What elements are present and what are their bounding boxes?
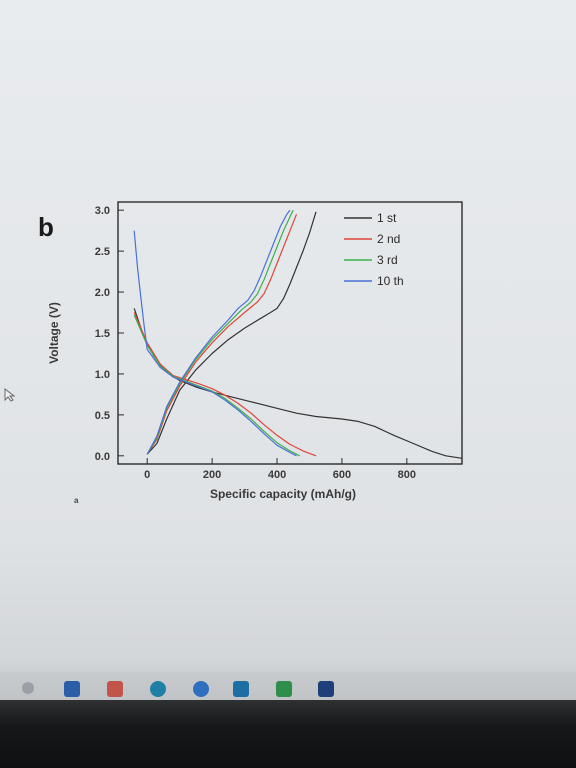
axis-ticks: 0 200 400 600 800 0.0 0.5 1.0 1.5 2.0 2.5 3.0 [95, 205, 416, 481]
series-4-charge-line [146, 209, 291, 455]
series-3-charge-line [146, 209, 294, 455]
mouse-pointer-icon [4, 388, 16, 402]
x-tick-label: 400 [268, 469, 286, 481]
series-1-charge-line [146, 211, 317, 455]
edge-icon[interactable] [193, 681, 209, 697]
series-3-discharge-line [133, 314, 300, 457]
y-axis-label: Voltage (V) [47, 302, 61, 364]
series-1-discharge-line [133, 308, 463, 459]
y-tick-label: 3.0 [95, 205, 110, 217]
browser-icon[interactable] [150, 681, 166, 697]
y-tick-label: 1.0 [95, 369, 110, 381]
legend-label: 10 th [377, 274, 404, 288]
y-tick-label: 2.5 [95, 246, 110, 258]
series-2-charge-line [146, 214, 298, 455]
y-tick-label: 0.5 [95, 410, 110, 422]
search-icon[interactable] [22, 682, 34, 694]
mail-icon[interactable] [107, 681, 123, 697]
y-tick-label: 1.5 [95, 328, 110, 340]
series-2-discharge-line [133, 312, 317, 457]
legend-label: 3 rd [377, 253, 398, 267]
x-tick-label: 0 [144, 469, 150, 481]
chart: b 0 200 400 600 800 0.0 0.5 1.0 1.5 2.0 2.5 3.0 1 s… [38, 201, 463, 505]
monitor-bezel [0, 700, 576, 768]
x-axis-label: Specific capacity (mAh/g) [210, 487, 356, 501]
legend: 1 st 2 nd 3 rd 10 th [344, 211, 404, 288]
excel-icon[interactable] [276, 681, 292, 697]
x-tick-label: 200 [203, 469, 221, 481]
window-icon[interactable] [318, 681, 334, 697]
y-tick-label: 2.0 [95, 287, 110, 299]
store-icon[interactable] [64, 681, 80, 697]
plot-frame [117, 201, 463, 465]
legend-label: 2 nd [377, 232, 400, 246]
app-icon[interactable] [233, 681, 249, 697]
x-tick-label: 800 [398, 469, 416, 481]
panel-label: b [38, 212, 54, 242]
legend-label: 1 st [377, 211, 397, 225]
stray-mark: a [74, 496, 79, 505]
x-tick-label: 600 [333, 469, 351, 481]
y-tick-label: 0.0 [95, 451, 110, 463]
series-lines [133, 209, 463, 459]
series-4-discharge-line [133, 230, 297, 457]
